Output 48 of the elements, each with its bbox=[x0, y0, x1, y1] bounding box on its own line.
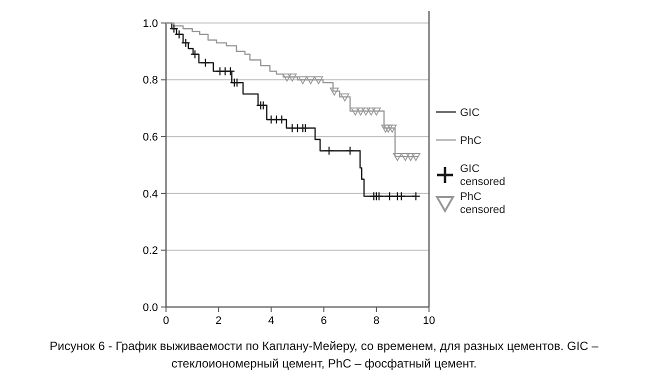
x-tick-label: 10 bbox=[422, 315, 436, 327]
point bbox=[392, 152, 402, 161]
point bbox=[306, 76, 316, 84]
y-tick-label: 1.0 bbox=[142, 18, 158, 30]
x-tick-label: 6 bbox=[320, 315, 327, 327]
point bbox=[356, 108, 366, 116]
point bbox=[346, 146, 355, 156]
point bbox=[258, 100, 268, 110]
x-tick-label: 0 bbox=[162, 315, 170, 327]
point bbox=[288, 73, 297, 82]
point bbox=[350, 108, 360, 116]
point bbox=[282, 73, 292, 82]
point bbox=[226, 66, 236, 76]
point bbox=[388, 124, 397, 133]
legend-label: PhC censored bbox=[460, 190, 506, 216]
y-tick-label: 0.8 bbox=[142, 74, 158, 87]
point bbox=[372, 108, 381, 116]
point bbox=[400, 152, 410, 161]
point bbox=[314, 76, 324, 84]
legend-label: GIC bbox=[460, 106, 480, 119]
point bbox=[330, 88, 339, 96]
x-tick-label: 4 bbox=[268, 315, 274, 327]
point bbox=[298, 76, 308, 84]
point bbox=[361, 108, 370, 116]
point bbox=[232, 78, 242, 88]
point bbox=[340, 93, 350, 102]
point bbox=[406, 152, 416, 161]
point bbox=[190, 50, 200, 59]
y-tick-label: 0.0 bbox=[142, 302, 158, 314]
x-tick-label: 2 bbox=[216, 315, 222, 327]
point bbox=[300, 123, 310, 133]
point bbox=[411, 192, 420, 201]
point bbox=[277, 114, 286, 124]
point bbox=[384, 192, 394, 201]
point bbox=[384, 124, 393, 133]
y-tick-label: 0.2 bbox=[142, 245, 158, 258]
point bbox=[381, 124, 390, 133]
legend-label: PhC bbox=[460, 134, 482, 147]
point bbox=[411, 152, 420, 161]
x-tick-label: 8 bbox=[373, 315, 380, 327]
point bbox=[324, 146, 334, 156]
point bbox=[366, 108, 376, 116]
point bbox=[181, 38, 190, 48]
y-tick-label: 0.4 bbox=[142, 188, 158, 200]
legend-label: GIC censored bbox=[460, 162, 506, 188]
text: Рисунок 6 - График выживаемости по Каплану-Мейеру, со временем, для разных цементов. GIC – стеклоиономерный цемент, PhC – фосфатный цемент. bbox=[50, 339, 599, 370]
y-tick-label: 0.6 bbox=[142, 131, 158, 144]
point bbox=[200, 58, 210, 68]
